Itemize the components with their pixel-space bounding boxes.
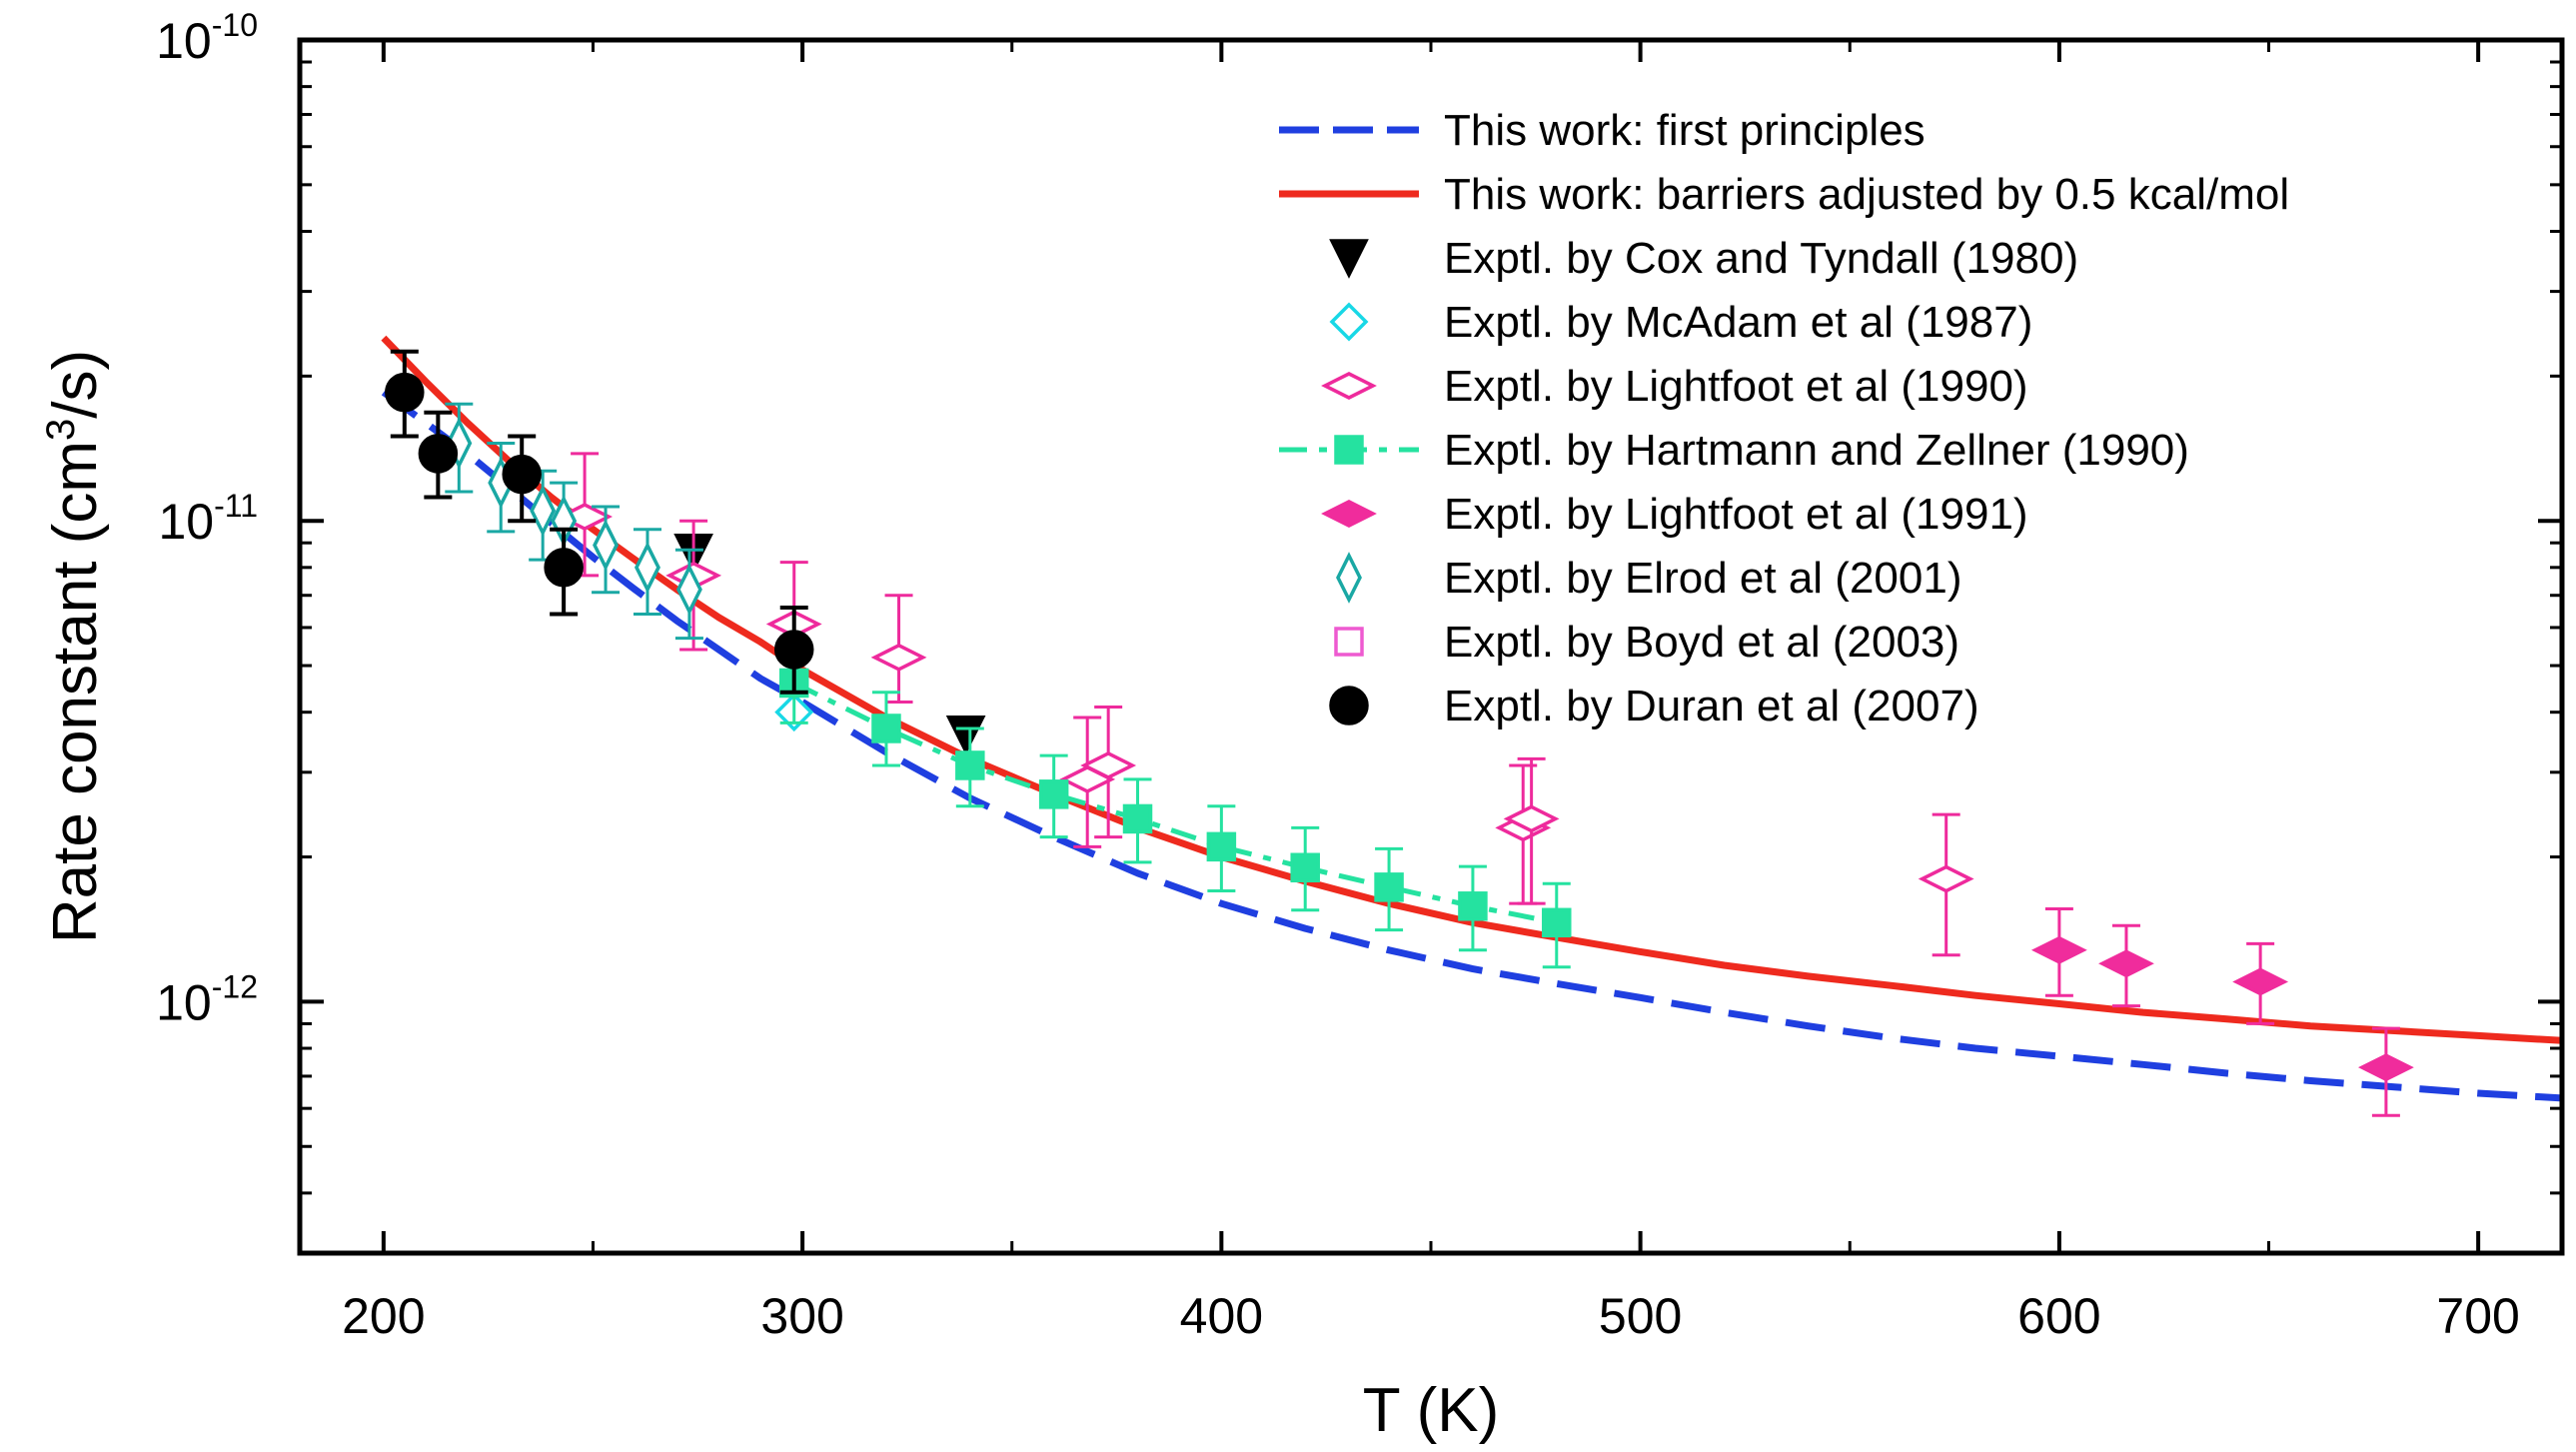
x-tick-label: 600 <box>2017 1288 2100 1344</box>
y-tick-exponent: -11 <box>214 488 258 524</box>
data-point <box>1290 852 1320 883</box>
legend-swatch-marker <box>1336 552 1362 604</box>
data-point <box>1080 750 1137 779</box>
data-point <box>1038 779 1069 809</box>
data-point <box>2232 967 2289 996</box>
data-point <box>1122 803 1153 834</box>
y-tick-exponent: -12 <box>212 968 258 1004</box>
legend-label: Exptl. by Cox and Tyndall (1980) <box>1444 234 2078 283</box>
y-tick-label: 10-11 <box>159 488 259 550</box>
legend-swatch-marker <box>1334 435 1364 465</box>
data-point <box>1503 804 1560 833</box>
x-tick-label: 400 <box>1180 1288 1263 1344</box>
y-axis-title-exponent: 3 <box>39 419 83 441</box>
legend-label: Exptl. by Elrod et al (2001) <box>1444 554 1961 603</box>
data-point <box>530 485 557 537</box>
legend-label: Exptl. by Lightfoot et al (1990) <box>1444 362 2028 411</box>
data-point <box>502 454 542 495</box>
data-point <box>773 630 814 670</box>
y-axis-title: Rate constant (cm3/s) <box>39 350 110 943</box>
legend-swatch-marker <box>1334 627 1364 657</box>
data-point <box>544 548 584 588</box>
data-point <box>945 715 986 755</box>
data-point <box>1374 872 1404 902</box>
y-tick-exponent: -10 <box>212 7 258 43</box>
legend-label: Exptl. by McAdam et al (1987) <box>1444 298 2032 347</box>
data-point <box>2030 935 2087 964</box>
data-point <box>1542 907 1572 938</box>
legend-label: Exptl. by Boyd et al (2003) <box>1444 618 1959 667</box>
legend-label: Exptl. by Lightfoot et al (1991) <box>1444 490 2028 539</box>
legend-swatch-marker <box>1321 372 1377 400</box>
y-tick-base: 10 <box>156 13 212 69</box>
legend-swatch-marker <box>1321 500 1377 528</box>
data-point <box>635 541 660 594</box>
data-point <box>1458 891 1488 921</box>
data-point <box>385 372 425 413</box>
x-tick-label: 200 <box>342 1288 425 1344</box>
legend-swatch-marker <box>1329 686 1369 726</box>
legend-swatch-marker <box>1329 302 1369 342</box>
legend-label: This work: first principles <box>1444 106 1926 155</box>
y-tick-label: 10-12 <box>156 968 258 1030</box>
data-point <box>871 714 901 743</box>
legend-label: This work: barriers adjusted by 0.5 kcal… <box>1444 170 2289 219</box>
data-point <box>955 750 985 780</box>
data-point <box>2357 1053 2414 1082</box>
y-axis-title-main: Rate constant (cm <box>41 441 110 943</box>
data-point <box>2098 949 2154 978</box>
x-tick-label: 700 <box>2436 1288 2519 1344</box>
legend-swatch-marker <box>1329 239 1369 279</box>
x-tick-labels: 200 300 400 500 600 700 <box>342 1288 2520 1344</box>
y-tick-base: 10 <box>156 974 212 1030</box>
y-tick-label: 10-10 <box>156 7 258 69</box>
data-point <box>870 643 927 672</box>
data-point <box>418 434 459 474</box>
x-tick-label: 300 <box>760 1288 843 1344</box>
data-point <box>1918 864 1974 893</box>
data-point <box>675 563 702 616</box>
legend: This work: first principles This work: ba… <box>1279 106 2289 730</box>
data-point <box>1206 831 1237 862</box>
y-axis-title-tail: /s) <box>41 350 110 419</box>
plot-frame <box>297 37 2565 1256</box>
legend-label: Exptl. by Hartmann and Zellner (1990) <box>1444 426 2189 475</box>
data-connector-line <box>792 681 1558 925</box>
x-tick-label: 500 <box>1599 1288 1682 1344</box>
y-tick-base: 10 <box>159 494 215 550</box>
x-axis-title: T (K) <box>1363 1376 1500 1445</box>
data-point <box>593 519 620 572</box>
experimental-points <box>385 349 2414 1117</box>
legend-label: Exptl. by Duran et al (2007) <box>1444 682 1979 730</box>
